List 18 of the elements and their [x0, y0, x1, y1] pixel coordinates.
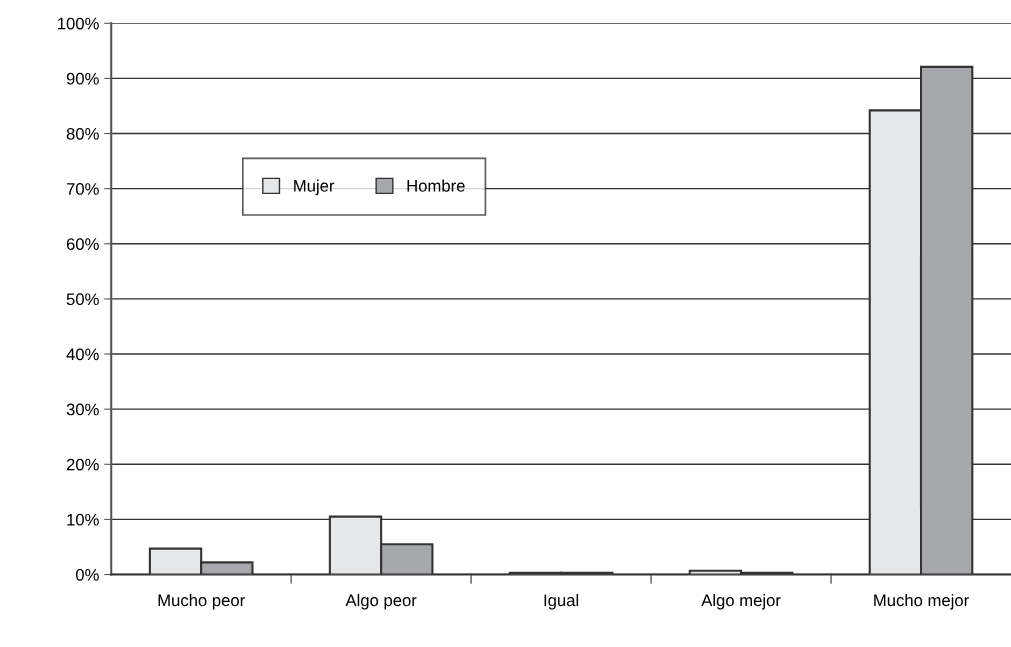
- y-tick-label: 90%: [66, 72, 99, 85]
- x-tick-label: Mucho peor: [158, 593, 245, 610]
- y-tick-label: 60%: [66, 238, 99, 250]
- y-tick-label: 20%: [66, 458, 99, 471]
- legend-label: Mujer: [294, 179, 335, 196]
- legend-label: Hombre: [407, 179, 465, 192]
- x-tick-label: Igual: [544, 593, 579, 610]
- y-tick-label: 10%: [67, 513, 99, 526]
- y-tick-label: 30%: [66, 403, 99, 416]
- x-tick-label: Algo mejor: [701, 593, 781, 610]
- x-tick-label: Algo peor: [345, 593, 417, 610]
- y-tick-label: 40%: [66, 348, 99, 361]
- y-tick-label: 100%: [58, 17, 99, 30]
- y-tick-label: 80%: [66, 127, 99, 140]
- x-tick-label: Mucho mejor: [874, 593, 969, 610]
- y-tick-label: 50%: [66, 293, 99, 306]
- y-tick-label: 70%: [66, 183, 99, 195]
- y-tick-label: 0%: [75, 568, 99, 581]
